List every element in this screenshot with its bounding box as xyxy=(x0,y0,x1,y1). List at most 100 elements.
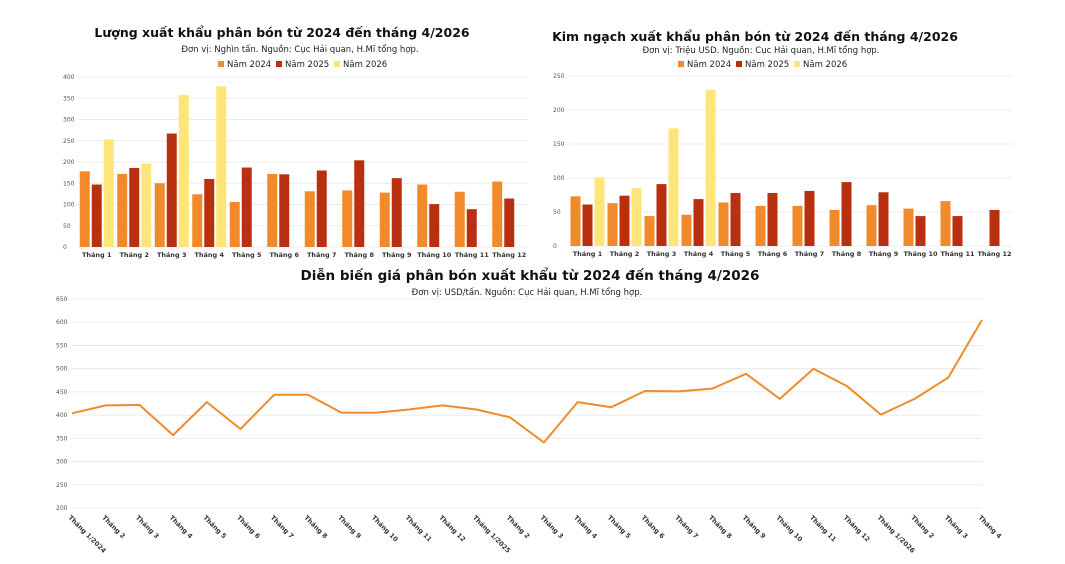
chart-subtitle: Đơn vị: USD/tấn. Nguồn: Cục Hải quan, H.… xyxy=(412,287,643,298)
y-tick-label: 0 xyxy=(553,243,557,250)
x-tick-label: Tháng 2 xyxy=(505,514,532,541)
y-tick-label: 250 xyxy=(63,138,75,145)
legend-swatch-1 xyxy=(736,61,742,67)
bar-năm-2025-11 xyxy=(952,216,963,246)
x-category-label: Tháng 5 xyxy=(232,251,262,259)
bar-năm-2025-8 xyxy=(841,182,852,246)
chart-subtitle: Đơn vị: Nghìn tấn. Nguồn: Cục Hải quan, … xyxy=(181,44,418,55)
bar-năm-2025-2 xyxy=(129,167,140,247)
x-category-label: Tháng 12 xyxy=(492,251,526,259)
bar-năm-2024-11 xyxy=(940,201,951,246)
bar-năm-2024-5 xyxy=(718,202,729,246)
bar-năm-2024-10 xyxy=(417,184,428,247)
chart-subtitle: Đơn vị: Triệu USD. Nguồn: Cục Hải quan, … xyxy=(643,45,880,56)
bar-năm-2025-2 xyxy=(619,195,630,246)
chart-title: Diễn biến giá phân bón xuất khẩu từ 2024… xyxy=(301,267,760,284)
x-category-label: Tháng 6 xyxy=(758,250,788,258)
bar-năm-2024-5 xyxy=(229,201,240,247)
x-tick-label: Tháng 11 xyxy=(808,514,838,544)
bar-năm-2026-3 xyxy=(178,94,189,247)
x-category-label: Tháng 9 xyxy=(869,250,899,258)
x-category-label: Tháng 10 xyxy=(417,251,452,259)
bar-năm-2024-8 xyxy=(342,190,353,247)
bar-năm-2025-1 xyxy=(582,204,593,246)
x-tick-label: Tháng 12 xyxy=(437,514,467,544)
x-tick-label: Tháng 6 xyxy=(235,514,262,541)
bar-năm-2024-7 xyxy=(792,205,803,246)
x-tick-label: Tháng 3 xyxy=(538,514,565,541)
bar-năm-2026-1 xyxy=(103,139,114,247)
bar-năm-2025-10 xyxy=(429,204,440,247)
bar-năm-2024-6 xyxy=(267,173,278,247)
x-category-label: Tháng 10 xyxy=(903,250,938,258)
bar-năm-2024-9 xyxy=(379,192,390,247)
x-tick-label: Tháng 2 xyxy=(100,514,127,541)
bar-năm-2024-12 xyxy=(492,181,503,247)
bar-năm-2025-6 xyxy=(767,192,778,246)
y-tick-label: 400 xyxy=(56,412,68,419)
bar-năm-2025-8 xyxy=(354,160,365,247)
bar-năm-2025-6 xyxy=(279,174,290,247)
bar-năm-2026-3 xyxy=(668,128,679,246)
legend-label-1: Năm 2025 xyxy=(285,60,329,70)
y-tick-label: 300 xyxy=(56,459,68,466)
export-price-line-chart: Diễn biến giá phân bón xuất khẩu từ 2024… xyxy=(56,267,1003,555)
bar-năm-2026-2 xyxy=(631,188,642,246)
export-volume-chart: Lượng xuất khẩu phân bón từ 2024 đến thá… xyxy=(63,25,528,259)
chart-legend: Năm 2024 Năm 2025 Năm 2026 xyxy=(218,60,387,70)
x-tick-label: Tháng 10 xyxy=(774,514,804,544)
x-category-label: Tháng 3 xyxy=(157,251,187,259)
x-category-label: Tháng 12 xyxy=(977,250,1011,258)
y-tick-label: 350 xyxy=(56,435,68,442)
bar-năm-2024-9 xyxy=(866,205,877,246)
chart-title: Lượng xuất khẩu phân bón từ 2024 đến thá… xyxy=(94,25,469,40)
bar-năm-2026-1 xyxy=(594,177,605,246)
x-tick-label: Tháng 9 xyxy=(336,514,363,541)
y-tick-label: 350 xyxy=(63,95,75,102)
x-category-label: Tháng 4 xyxy=(684,250,714,258)
bar-năm-2024-1 xyxy=(79,171,90,247)
x-category-label: Tháng 6 xyxy=(269,251,299,259)
y-tick-label: 100 xyxy=(63,202,75,209)
bar-năm-2025-9 xyxy=(391,178,402,247)
bar-năm-2024-10 xyxy=(903,208,914,246)
y-tick-label: 150 xyxy=(63,180,75,187)
bar-năm-2025-9 xyxy=(878,192,889,246)
x-category-label: Tháng 8 xyxy=(832,250,862,258)
bar-năm-2026-2 xyxy=(141,163,152,247)
x-category-label: Tháng 11 xyxy=(940,250,975,258)
y-tick-label: 500 xyxy=(56,366,68,373)
x-category-label: Tháng 3 xyxy=(647,250,677,258)
x-category-label: Tháng 1 xyxy=(82,251,112,259)
bar-năm-2025-5 xyxy=(241,167,252,247)
x-category-label: Tháng 4 xyxy=(194,251,224,259)
x-category-label: Tháng 8 xyxy=(344,251,374,259)
x-tick-label: Tháng 11 xyxy=(404,514,434,544)
legend-label-2: Năm 2026 xyxy=(343,60,387,70)
x-category-label: Tháng 2 xyxy=(610,250,640,258)
x-tick-label: Tháng 7 xyxy=(673,514,700,541)
bar-năm-2024-3 xyxy=(154,183,165,247)
legend-swatch-2 xyxy=(334,61,340,67)
bar-năm-2024-7 xyxy=(304,191,315,247)
bar-năm-2025-10 xyxy=(915,216,926,246)
x-tick-label: Tháng 6 xyxy=(640,514,667,541)
x-tick-label: Tháng 4 xyxy=(168,514,195,541)
legend-swatch-1 xyxy=(276,61,282,67)
bar-năm-2025-7 xyxy=(316,170,327,247)
legend-swatch-0 xyxy=(218,61,224,67)
x-category-label: Tháng 5 xyxy=(721,250,751,258)
x-tick-label: Tháng 4 xyxy=(572,514,599,541)
bar-năm-2026-4 xyxy=(705,89,716,246)
bar-năm-2024-4 xyxy=(192,194,203,247)
x-tick-label: Tháng 10 xyxy=(370,514,400,544)
x-tick-label: Tháng 3 xyxy=(134,514,161,541)
bar-năm-2025-5 xyxy=(730,192,741,246)
legend-swatch-0 xyxy=(678,61,684,67)
y-tick-label: 200 xyxy=(63,159,75,166)
chart-legend: Năm 2024 Năm 2025 Năm 2026 xyxy=(678,60,847,70)
bar-năm-2026-4 xyxy=(216,86,227,247)
x-tick-label: Tháng 5 xyxy=(201,514,228,541)
bar-năm-2025-3 xyxy=(166,133,177,247)
bar-năm-2025-1 xyxy=(91,184,102,247)
